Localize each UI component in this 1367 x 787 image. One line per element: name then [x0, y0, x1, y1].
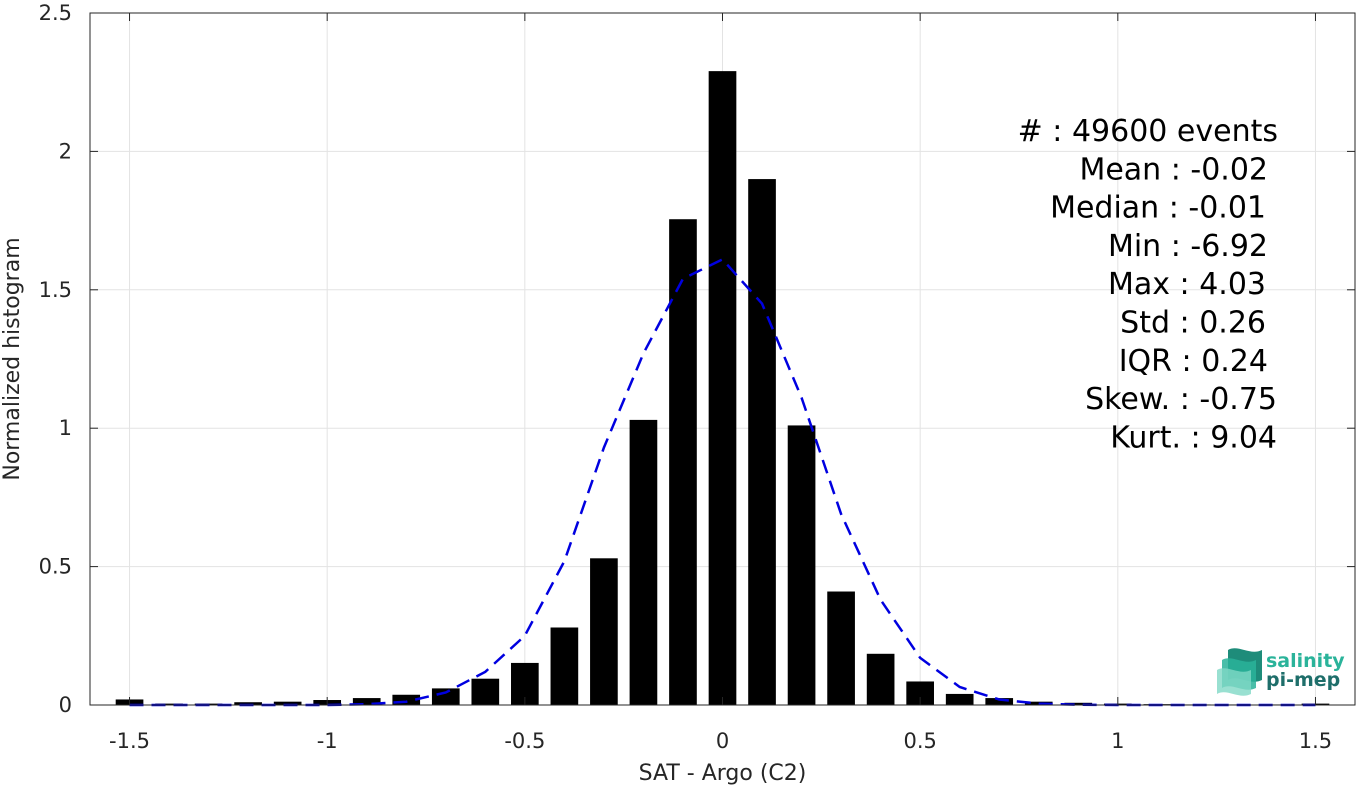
x-axis-ticks: -1.5 -1 -0.5 0 0.5 1 1.5 [109, 13, 1332, 753]
histogram-bar [827, 591, 855, 705]
x-tick-label: 0.5 [903, 729, 936, 753]
histogram-bar [234, 702, 262, 705]
histogram-bar [590, 558, 618, 705]
y-axis-label: Normalized histogram [0, 237, 25, 480]
stat-line: Max : 4.03 [1108, 267, 1266, 302]
histogram-bar [985, 698, 1014, 705]
histogram-bar [866, 653, 895, 705]
histogram-bar [669, 219, 697, 705]
y-axis-ticks: 0 0.5 1 1.5 2 2.5 [39, 1, 1355, 717]
histogram-bar [906, 681, 934, 705]
histogram-bar [352, 698, 381, 705]
histogram-bar [273, 701, 302, 705]
histogram-bar [708, 71, 737, 706]
y-tick-label: 0 [59, 693, 72, 717]
x-tick-label: 1.5 [1299, 729, 1332, 753]
x-tick-label: -1.5 [109, 729, 150, 753]
histogram-bars [115, 71, 1330, 706]
stat-line: Skew. : -0.75 [1085, 382, 1277, 417]
stat-line: Std : 0.26 [1120, 306, 1266, 341]
stat-line: Kurt. : 9.04 [1110, 420, 1277, 455]
y-tick-label: 1 [59, 416, 72, 440]
salinity-pi-mep-logo: salinity pi-mep [1217, 648, 1345, 696]
x-axis-label: SAT - Argo (C2) [639, 761, 807, 786]
stat-line: IQR : 0.24 [1119, 344, 1268, 379]
y-tick-label: 2.5 [39, 1, 72, 25]
histogram-bar [550, 627, 579, 705]
histogram-bar [748, 179, 776, 705]
x-tick-label: -0.5 [504, 729, 545, 753]
histogram-bar [787, 425, 816, 705]
histogram-bar [945, 693, 974, 705]
histogram-bar [155, 703, 183, 705]
histogram-bar [471, 678, 500, 705]
x-tick-label: 0 [716, 729, 729, 753]
histogram-bar [431, 688, 460, 705]
histogram-bar [629, 419, 658, 705]
stat-line: Median : -0.01 [1050, 191, 1266, 226]
logo-wave-icon [1217, 648, 1262, 696]
stat-line: # : 49600 events [1018, 114, 1278, 149]
stat-line: Mean : -0.02 [1079, 152, 1268, 187]
logo-text-pi-mep: pi-mep [1266, 669, 1340, 691]
x-tick-label: -1 [317, 729, 338, 753]
y-tick-label: 0.5 [39, 555, 72, 579]
histogram-bar [1064, 702, 1093, 705]
y-tick-label: 1.5 [39, 278, 72, 302]
y-tick-label: 2 [59, 139, 72, 163]
stat-line: Min : -6.92 [1108, 229, 1268, 264]
logo-text-salinity: salinity [1266, 650, 1345, 672]
x-tick-label: 1 [1111, 729, 1124, 753]
histogram-bar [392, 694, 421, 705]
